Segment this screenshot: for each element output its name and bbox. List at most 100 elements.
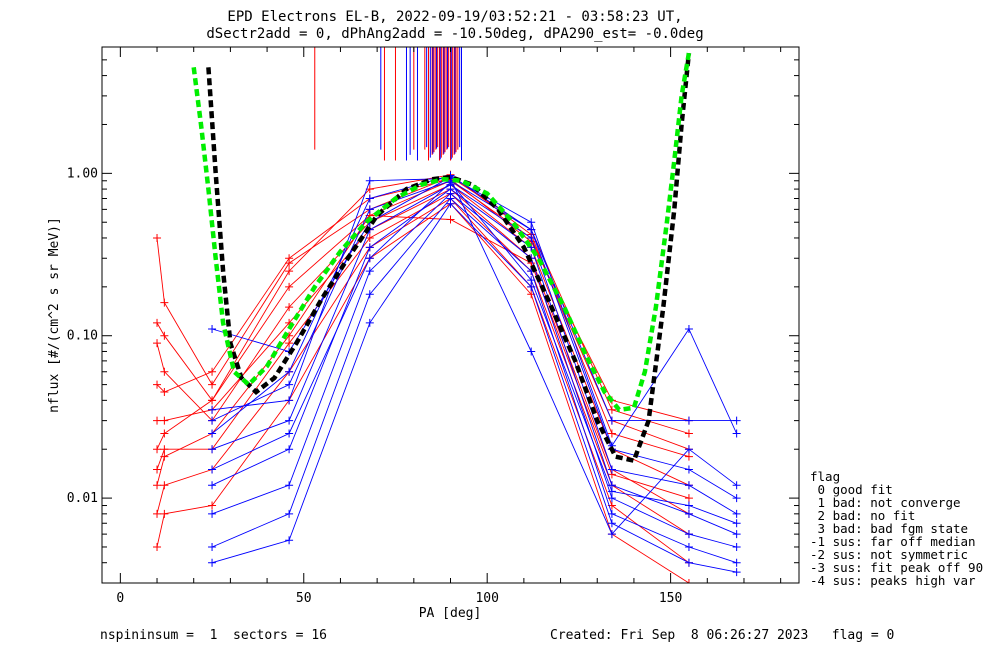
data-point bbox=[153, 481, 162, 490]
legend: flag 0 good fit 1 bad: not converge 2 ba… bbox=[810, 470, 983, 587]
data-point bbox=[285, 267, 294, 276]
data-point bbox=[208, 325, 217, 334]
data-point bbox=[153, 380, 162, 389]
data-point bbox=[446, 215, 455, 224]
data-point bbox=[153, 509, 162, 518]
data-point bbox=[208, 558, 217, 567]
data-point bbox=[160, 367, 169, 376]
data-point bbox=[732, 568, 741, 577]
legend-item: 2 bad: no fit bbox=[810, 508, 916, 523]
data-point bbox=[208, 416, 217, 425]
data-point bbox=[732, 429, 741, 438]
data-point bbox=[208, 481, 217, 490]
data-point bbox=[732, 558, 741, 567]
y-tick-label: 0.10 bbox=[67, 329, 98, 344]
legend-item: 0 good fit bbox=[810, 482, 893, 497]
data-point bbox=[732, 519, 741, 528]
data-point bbox=[365, 290, 374, 299]
y-tick-label: 1.00 bbox=[67, 166, 98, 181]
data-point bbox=[607, 494, 616, 503]
data-point bbox=[607, 429, 616, 438]
data-point bbox=[208, 405, 217, 414]
data-point bbox=[153, 465, 162, 474]
data-point bbox=[732, 509, 741, 518]
series-line bbox=[211, 193, 737, 548]
y-tick-label: 0.01 bbox=[67, 491, 98, 506]
series-line bbox=[211, 181, 737, 524]
chart-title: EPD Electrons EL-B, 2022-09-19/03:52:21 … bbox=[227, 9, 682, 25]
data-point bbox=[285, 509, 294, 518]
legend-item: -4 sus: peaks high var bbox=[810, 573, 976, 588]
data-point bbox=[208, 501, 217, 510]
data-point bbox=[160, 388, 169, 397]
footer-right: Created: Fri Sep 8 06:26:27 2023 flag = … bbox=[550, 628, 895, 643]
x-tick-label: 150 bbox=[659, 591, 682, 606]
data-point bbox=[285, 339, 294, 348]
series-line bbox=[212, 178, 737, 535]
data-point bbox=[208, 396, 217, 405]
data-point bbox=[684, 494, 693, 503]
legend-item: 1 bad: not converge bbox=[810, 495, 961, 510]
chart-subtitle: dSectr2add = 0, dPhAng2add = -10.50deg, … bbox=[206, 26, 703, 42]
data-point bbox=[684, 501, 693, 510]
data-point bbox=[285, 481, 294, 490]
data-point bbox=[153, 233, 162, 242]
data-point bbox=[684, 325, 693, 334]
data-point bbox=[365, 243, 374, 252]
data-point bbox=[732, 481, 741, 490]
data-point bbox=[527, 225, 536, 234]
y-axis-label: nflux [#/(cm^2 s sr MeV)] bbox=[47, 217, 62, 413]
data-point bbox=[160, 416, 169, 425]
data-point bbox=[732, 542, 741, 551]
series-line bbox=[157, 188, 690, 515]
data-point bbox=[285, 445, 294, 454]
legend-item: -2 sus: not symmetric bbox=[810, 547, 969, 562]
data-point bbox=[160, 298, 169, 307]
data-point bbox=[607, 487, 616, 496]
data-point bbox=[365, 233, 374, 242]
series-line bbox=[211, 197, 737, 564]
legend-item: 3 bad: bad fgm state bbox=[810, 521, 969, 536]
data-point bbox=[365, 205, 374, 214]
series-line bbox=[156, 197, 690, 564]
series-line bbox=[211, 184, 737, 515]
data-point bbox=[365, 318, 374, 327]
data-point bbox=[153, 339, 162, 348]
x-tick-label: 50 bbox=[296, 591, 312, 606]
data-point bbox=[732, 494, 741, 503]
data-point bbox=[153, 445, 162, 454]
data-point bbox=[684, 509, 693, 518]
footer-left: nspininsum = 1 sectors = 16 bbox=[100, 628, 327, 643]
series-line bbox=[211, 188, 737, 535]
data-point bbox=[684, 465, 693, 474]
data-point bbox=[732, 530, 741, 539]
data-point bbox=[153, 542, 162, 551]
data-point bbox=[684, 579, 693, 583]
data-point bbox=[285, 536, 294, 545]
data-point bbox=[160, 429, 169, 438]
x-axis-label: PA [deg] bbox=[419, 606, 482, 621]
data-point bbox=[160, 509, 169, 518]
data-point bbox=[208, 380, 217, 389]
data-point bbox=[285, 282, 294, 291]
data-point bbox=[607, 465, 616, 474]
series-line bbox=[211, 176, 738, 447]
data-point bbox=[285, 416, 294, 425]
data-point bbox=[527, 276, 536, 285]
data-point bbox=[527, 218, 536, 227]
data-point bbox=[160, 445, 169, 454]
data-point bbox=[684, 445, 693, 454]
data-point bbox=[208, 509, 217, 518]
data-point bbox=[365, 176, 374, 185]
data-point bbox=[285, 429, 294, 438]
data-point bbox=[208, 429, 217, 438]
data-point bbox=[732, 416, 741, 425]
data-point bbox=[365, 254, 374, 263]
data-point bbox=[684, 416, 693, 425]
data-point bbox=[208, 367, 217, 376]
data-point bbox=[607, 530, 616, 539]
data-point bbox=[285, 254, 294, 263]
data-point bbox=[446, 199, 455, 208]
data-point bbox=[365, 267, 374, 276]
